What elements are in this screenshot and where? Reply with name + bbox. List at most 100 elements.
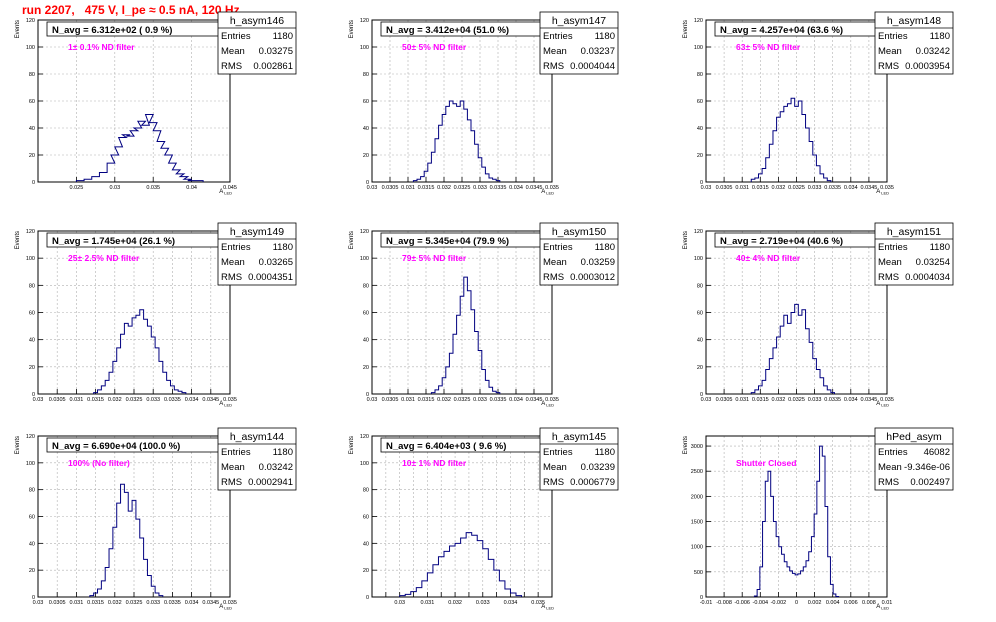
stats-title: hPed_asym xyxy=(886,431,942,443)
x-tick-label: 0.034 xyxy=(509,397,523,403)
panel-h_asym147: 0.03 0.0305 0.031 0.0315 0.032 0.0325 0.033 0.0… xyxy=(349,11,619,196)
y-axis-label: Events xyxy=(349,231,355,249)
panel-h_asym145: 0.03 0.031 0.032 0.033 0.034 0.035 0 20 40 60 80 10… xyxy=(349,427,619,611)
x-tick-label: -0.002 xyxy=(771,600,787,606)
panel-h_asym151: 0.03 0.0305 0.031 0.0315 0.032 0.0325 0.033 0.0… xyxy=(683,222,954,408)
y-tick-label: 20 xyxy=(363,153,369,159)
stats-value: 0.03265 xyxy=(259,257,293,268)
x-tick-label: 0.0345 xyxy=(526,185,543,191)
panel-h_asym144: 0.03 0.0305 0.031 0.0315 0.032 0.0325 0.033 0.0… xyxy=(15,427,297,611)
x-tick-label: 0.04 xyxy=(186,185,197,191)
stats-label: Entries xyxy=(543,31,573,42)
x-tick-label: 0.0315 xyxy=(418,185,435,191)
stats-label: Mean xyxy=(543,46,567,57)
y-tick-label: 20 xyxy=(29,568,35,574)
x-axis-label: ALED xyxy=(219,604,232,611)
y-tick-label: 120 xyxy=(26,434,35,440)
x-tick-label: 0.033 xyxy=(473,397,487,403)
x-axis-label: ALED xyxy=(541,189,554,196)
x-tick-label: 0.032 xyxy=(772,397,786,403)
x-tick-label: 0.03 xyxy=(33,600,44,606)
x-tick-label: 0.035 xyxy=(880,397,894,403)
stats-value: 0.002497 xyxy=(910,477,950,488)
y-tick-label: 0 xyxy=(366,180,369,186)
x-axis-label-subscript: LED xyxy=(224,403,232,408)
stats-value: 0.0004351 xyxy=(248,272,293,283)
x-tick-label: 0.0325 xyxy=(788,185,805,191)
x-tick-label: 0.032 xyxy=(448,600,462,606)
x-tick-label: 0.0335 xyxy=(824,397,841,403)
stats-label: Entries xyxy=(221,447,251,458)
y-tick-label: 80 xyxy=(363,488,369,494)
x-axis-label: ALED xyxy=(876,401,889,408)
y-tick-label: 20 xyxy=(363,568,369,574)
stats-label: Mean xyxy=(878,462,902,473)
x-tick-label: 0.0335 xyxy=(164,397,181,403)
filter-annotation: 63± 5% ND filter xyxy=(736,42,801,52)
navg-label: N_avg = 5.345e+04 (79.9 %) xyxy=(386,236,509,247)
x-axis-label-subscript: LED xyxy=(881,403,889,408)
stats-title: h_asym150 xyxy=(552,226,606,238)
x-axis-label-subscript: LED xyxy=(881,606,889,611)
navg-label: N_avg = 3.412e+04 (51.0 %) xyxy=(386,25,509,36)
x-tick-label: 0.0345 xyxy=(202,397,219,403)
filter-annotation: Shutter Closed xyxy=(736,458,796,468)
stats-value: 1180 xyxy=(595,31,615,42)
y-tick-label: 1000 xyxy=(691,545,703,551)
x-tick-label: 0.034 xyxy=(504,600,518,606)
y-axis-label: Events xyxy=(15,231,21,249)
stats-box xyxy=(217,222,297,286)
filter-annotation: 100% (No filter) xyxy=(68,458,130,468)
filter-annotation: 79± 5% ND filter xyxy=(402,253,467,263)
filter-annotation: 25± 2.5% ND filter xyxy=(68,253,140,263)
stats-value: 1180 xyxy=(595,447,615,458)
y-tick-label: 80 xyxy=(363,72,369,78)
x-tick-label: 0.031 xyxy=(70,397,84,403)
x-tick-label: 0.0315 xyxy=(418,397,435,403)
x-tick-label: 0.035 xyxy=(146,185,160,191)
stats-label: Mean xyxy=(543,462,567,473)
y-tick-label: 60 xyxy=(697,99,703,105)
histogram-h_asym144 xyxy=(89,483,164,597)
x-tick-label: 0.0315 xyxy=(87,600,104,606)
y-tick-label: 2500 xyxy=(691,469,703,475)
x-tick-label: 0.03 xyxy=(701,185,712,191)
y-axis-label: Events xyxy=(683,20,689,38)
x-tick-label: 0.025 xyxy=(70,185,84,191)
stats-value: 0.0004034 xyxy=(905,272,950,283)
stats-label: Entries xyxy=(221,31,251,42)
y-tick-label: 80 xyxy=(29,488,35,494)
stats-label: Entries xyxy=(878,242,908,253)
x-tick-label: 0.008 xyxy=(862,600,876,606)
x-tick-label: 0.03 xyxy=(367,397,378,403)
navg-label: N_avg = 1.745e+04 (26.1 %) xyxy=(52,236,175,247)
x-tick-label: 0.002 xyxy=(808,600,822,606)
y-tick-label: 20 xyxy=(29,153,35,159)
stats-box xyxy=(539,427,619,491)
y-tick-label: 100 xyxy=(360,256,369,262)
x-tick-label: 0.006 xyxy=(844,600,858,606)
y-tick-label: 60 xyxy=(363,311,369,317)
y-axis-label: Events xyxy=(15,436,21,454)
x-axis-label-subscript: LED xyxy=(881,191,889,196)
y-axis-label: Events xyxy=(349,436,355,454)
stats-label: RMS xyxy=(221,272,242,283)
x-tick-label: 0.0345 xyxy=(860,185,877,191)
y-tick-label: 20 xyxy=(29,365,35,371)
x-axis-label-subscript: LED xyxy=(224,606,232,611)
histogram-h_asym148 xyxy=(750,97,832,182)
stats-value: 1180 xyxy=(273,31,293,42)
histogram-h_asym149 xyxy=(93,309,187,394)
x-tick-label: 0.034 xyxy=(185,600,199,606)
stats-value: 0.03254 xyxy=(916,257,950,268)
x-tick-label: 0.0325 xyxy=(126,397,143,403)
stats-value: 0.03259 xyxy=(581,257,615,268)
y-tick-label: 100 xyxy=(694,45,703,51)
navg-label: N_avg = 4.257e+04 (63.6 %) xyxy=(720,25,843,36)
x-tick-label: 0.045 xyxy=(223,185,237,191)
x-tick-label: 0.033 xyxy=(473,185,487,191)
stats-value: 0.03275 xyxy=(259,46,293,57)
y-tick-label: 80 xyxy=(697,72,703,78)
x-axis-label: ALED xyxy=(219,189,232,196)
x-tick-label: 0.032 xyxy=(437,185,451,191)
